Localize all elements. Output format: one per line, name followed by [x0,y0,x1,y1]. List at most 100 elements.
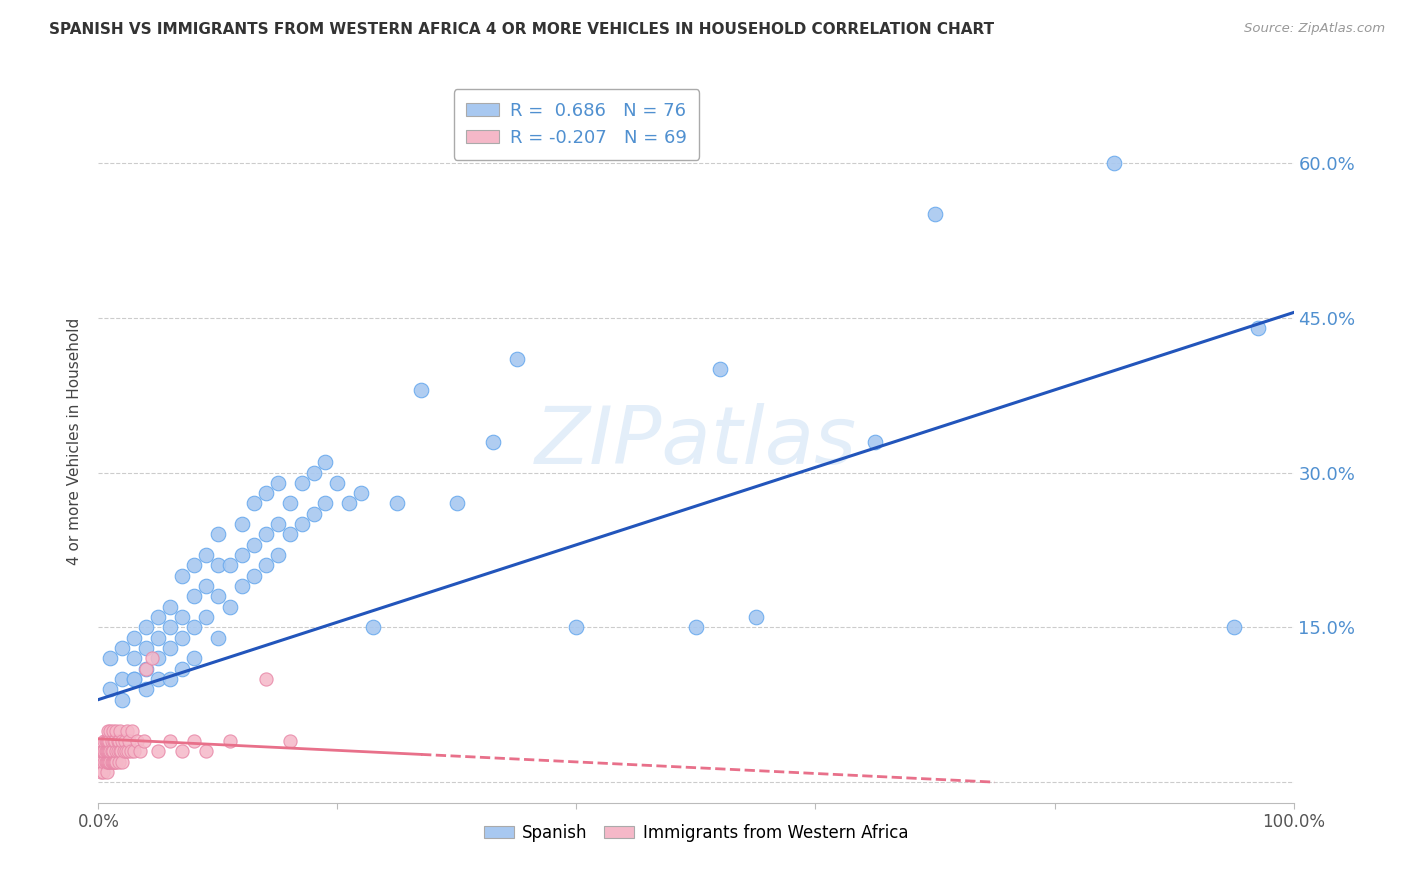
Point [339,496,361,510]
Point [132,734,155,748]
Point [124,631,146,645]
Point [231,579,253,593]
Point [350,486,373,500]
Point [98,723,122,738]
Point [254,672,277,686]
Point [267,548,290,562]
Point [183,590,205,604]
Point [159,672,181,686]
Point [135,662,157,676]
Point [481,434,505,449]
Point [1247,321,1270,335]
Point [93,744,115,758]
Point [101,755,124,769]
Point [97,744,120,758]
Point [111,755,134,769]
Point [385,496,409,510]
Point [159,620,181,634]
Point [195,579,218,593]
Point [446,496,468,510]
Point [159,734,181,748]
Point [111,640,134,655]
Point [183,558,205,573]
Y-axis label: 4 or more Vehicles in Household: 4 or more Vehicles in Household [67,318,83,566]
Point [411,383,433,397]
Point [148,631,170,645]
Point [302,507,325,521]
Point [112,744,135,758]
Point [96,764,118,779]
Point [91,744,114,758]
Point [195,610,218,624]
Point [114,734,136,748]
Point [148,744,170,758]
Point [231,548,253,562]
Point [315,496,337,510]
Point [148,672,170,686]
Point [124,672,146,686]
Point [104,734,127,748]
Point [291,517,314,532]
Point [111,692,134,706]
Point [243,568,266,582]
Point [302,466,325,480]
Point [135,640,157,655]
Point [254,527,277,541]
Point [207,590,229,604]
Point [101,723,124,738]
Point [104,755,127,769]
Point [91,755,114,769]
Point [97,734,120,748]
Point [278,496,301,510]
Text: ZIPatlas: ZIPatlas [534,402,858,481]
Point [172,744,194,758]
Point [96,755,118,769]
Point [97,755,120,769]
Point [278,734,301,748]
Point [172,568,194,582]
Point [172,631,194,645]
Point [291,475,314,490]
Point [924,207,946,221]
Text: SPANISH VS IMMIGRANTS FROM WESTERN AFRICA 4 OR MORE VEHICLES IN HOUSEHOLD CORREL: SPANISH VS IMMIGRANTS FROM WESTERN AFRIC… [49,22,994,37]
Point [94,755,117,769]
Point [121,723,143,738]
Legend: Spanish, Immigrants from Western Africa: Spanish, Immigrants from Western Africa [477,817,915,848]
Point [107,734,129,748]
Point [98,755,122,769]
Point [101,744,124,758]
Point [111,734,134,748]
Point [148,610,170,624]
Point [172,662,194,676]
Point [207,558,229,573]
Point [183,620,205,634]
Point [117,744,139,758]
Point [267,475,290,490]
Point [172,610,194,624]
Point [105,755,128,769]
Point [125,734,148,748]
Point [98,744,121,758]
Point [98,682,122,697]
Point [207,631,229,645]
Point [97,723,120,738]
Point [105,744,128,758]
Point [96,744,118,758]
Text: Source: ZipAtlas.com: Source: ZipAtlas.com [1244,22,1385,36]
Point [183,734,205,748]
Point [267,517,290,532]
Point [111,672,134,686]
Point [243,496,266,510]
Point [278,527,301,541]
Point [96,734,118,748]
Point [124,744,146,758]
Point [219,599,242,614]
Point [219,558,242,573]
Point [107,734,129,748]
Point [315,455,337,469]
Point [94,744,117,758]
Point [98,651,122,665]
Point [135,662,157,676]
Point [254,486,277,500]
Point [91,744,114,758]
